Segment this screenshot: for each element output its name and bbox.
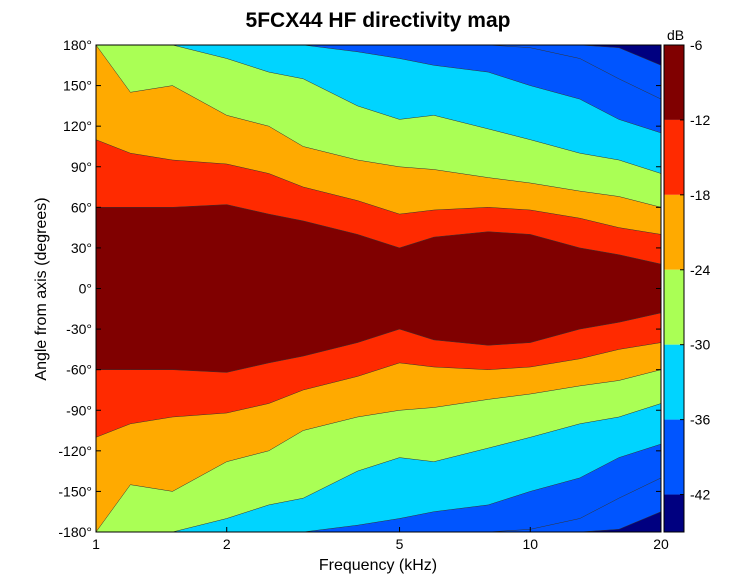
y-tick-label: 30° [71, 240, 92, 256]
contour-band-minus6 [96, 204, 661, 373]
x-tick-label: 20 [653, 536, 669, 552]
colorbar-tick-label: -30 [690, 337, 710, 353]
x-axis-label: Frequency (kHz) [319, 557, 437, 574]
colorbar-tick-label: -12 [690, 112, 710, 128]
colorbar-frame [663, 44, 685, 533]
y-tick-label: 0° [79, 281, 92, 297]
y-tick-label: -60° [66, 362, 92, 378]
y-tick-label: -90° [66, 402, 92, 418]
x-axis: 1 2 5 10 20 [92, 527, 669, 552]
colorbar-tick-label: -42 [690, 487, 710, 503]
y-tick-label: 120° [63, 118, 92, 134]
y-tick-label: -180° [58, 524, 92, 540]
y-axis: 180° 150° 120° 90° 60° 30° 0° -30° -60° -90° -120°… [58, 37, 661, 540]
y-tick-label: 150° [63, 78, 92, 94]
x-tick-label: 10 [522, 536, 538, 552]
colorbar-segment [664, 119, 684, 195]
colorbar-tick-label: -36 [690, 412, 710, 428]
y-tick-label: 60° [71, 199, 92, 215]
y-tick-label: -120° [58, 443, 92, 459]
plot-area [96, 45, 661, 532]
y-tick-label: -150° [58, 483, 92, 499]
colorbar-unit-label: dB [667, 27, 684, 43]
y-tick-label: -30° [66, 321, 92, 337]
chart-title: 5FCX44 HF directivity map [246, 9, 511, 32]
colorbar-segment [664, 269, 684, 345]
colorbar-tick-label: -24 [690, 262, 710, 278]
colorbar-segment [664, 45, 684, 120]
colorbar-segment [664, 494, 684, 532]
y-tick-label: 180° [63, 37, 92, 53]
colorbar-segment [664, 344, 684, 420]
colorbar: -6 -12 -18 -24 -30 -36 -42 [663, 37, 710, 533]
y-axis-label: Angle from axis (degrees) [33, 197, 50, 380]
x-tick-label: 5 [396, 536, 404, 552]
colorbar-tick-label: -18 [690, 187, 710, 203]
y-tick-label: 90° [71, 159, 92, 175]
colorbar-tick-label: -6 [690, 37, 703, 53]
x-tick-label: 2 [223, 536, 231, 552]
colorbar-segment [664, 419, 684, 495]
x-tick-label: 1 [92, 536, 100, 552]
colorbar-segment [664, 194, 684, 270]
